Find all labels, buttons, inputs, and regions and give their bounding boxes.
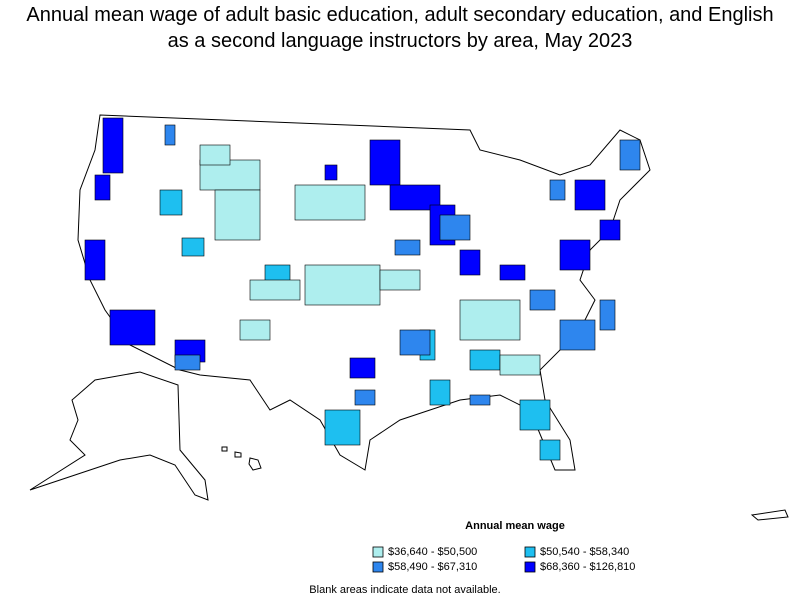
area: [459, 299, 521, 341]
area: [559, 319, 596, 351]
legend-swatch: [524, 546, 536, 558]
area: [469, 349, 501, 371]
area: [549, 179, 566, 201]
legend-label: $36,640 - $50,500: [388, 546, 477, 558]
hawaii: [221, 446, 262, 471]
area: [459, 249, 481, 276]
area: [519, 399, 551, 431]
area: [499, 264, 526, 281]
title: Annual mean wage of adult basic educatio…: [26, 4, 774, 52]
area: [199, 144, 231, 166]
area: [394, 239, 421, 256]
area: [599, 219, 621, 241]
puerto-rico: [750, 509, 789, 521]
area: [529, 289, 556, 311]
area: [159, 189, 183, 216]
area: [304, 264, 381, 306]
area: [619, 139, 641, 171]
legend-label: $58,490 - $67,310: [388, 561, 477, 573]
note: Blank areas indicate data not available.: [309, 584, 500, 596]
map-regions: [29, 114, 789, 521]
area: [94, 174, 111, 201]
area: [499, 354, 541, 376]
area: [174, 354, 201, 371]
area: [354, 389, 376, 406]
area: [349, 357, 376, 379]
area: [324, 164, 338, 181]
area: [469, 394, 491, 406]
area: [369, 139, 401, 186]
area: [429, 379, 451, 406]
area: [559, 239, 591, 271]
area: [239, 319, 271, 341]
area: [214, 189, 261, 241]
area: [574, 179, 606, 211]
area: [539, 439, 561, 461]
legend: $36,640 - $50,500 $50,540 - $58,340 $58,49…: [372, 546, 635, 573]
area: [439, 214, 471, 241]
alaska: [29, 371, 209, 501]
area: [181, 237, 205, 257]
area: [109, 309, 156, 346]
area: [249, 279, 301, 301]
area: [294, 184, 366, 221]
area: [324, 409, 361, 446]
legend-title: Annual mean wage: [465, 520, 565, 532]
legend-swatch: [372, 561, 384, 573]
legend-label: $50,540 - $58,340: [540, 546, 629, 558]
legend-label: $68,360 - $126,810: [540, 561, 635, 573]
area: [84, 239, 106, 281]
area: [164, 124, 176, 146]
area: [599, 299, 616, 331]
area: [399, 329, 431, 356]
legend-swatch: [372, 546, 384, 558]
area: [379, 269, 421, 291]
legend-swatch: [524, 561, 536, 573]
area: [102, 117, 124, 174]
